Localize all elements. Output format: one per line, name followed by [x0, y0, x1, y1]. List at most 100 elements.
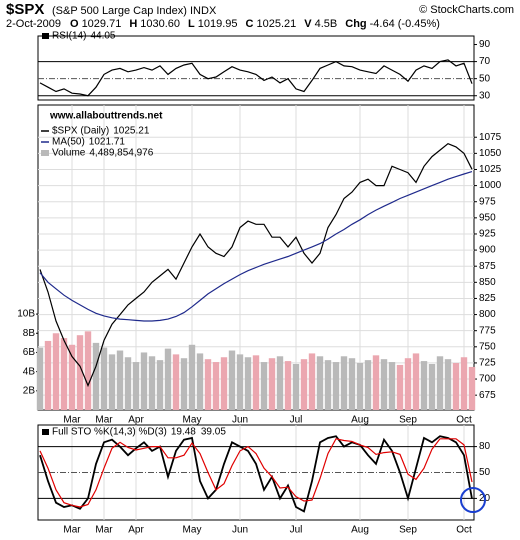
volume-bar [156, 360, 164, 410]
x-tick-label: Oct [456, 525, 472, 536]
panel-frame [37, 35, 475, 101]
x-tick-label: Sep [399, 525, 417, 536]
volume-bar [396, 364, 404, 410]
volume-bar [108, 354, 116, 410]
volume-bar [100, 347, 108, 410]
volume-bar [180, 358, 188, 410]
y-tick-label: 1075 [479, 132, 502, 143]
quote-label: L [188, 18, 195, 30]
y-tick-label: 675 [479, 390, 496, 401]
y-tick-label: 1025 [479, 164, 502, 175]
volume-bar [148, 356, 156, 410]
volume-bar [428, 363, 436, 410]
volume-bar [132, 362, 140, 410]
volume-bar [60, 338, 68, 410]
y-tick-label: 50 [479, 467, 491, 478]
legend-name: Volume [52, 148, 86, 159]
volume-bar [276, 356, 284, 410]
volume-bar [372, 355, 380, 410]
y-tick-label: 975 [479, 196, 496, 207]
volume-bar [436, 356, 444, 410]
volume-bar [164, 348, 172, 410]
annotation: www.allabouttrends.net [49, 111, 163, 122]
y-tick-label: 850 [479, 277, 496, 288]
series-line [39, 59, 473, 97]
volume-bar [52, 333, 60, 410]
y-tick-label: 750 [479, 341, 496, 352]
x-tick-label: Jul [290, 415, 303, 426]
volume-bar [412, 353, 420, 410]
volume-bar [460, 357, 468, 410]
y2-tick-label: 4B [23, 366, 36, 377]
volume-bar [172, 354, 180, 410]
volume-bar [68, 344, 76, 410]
x-tick-label: Mar [95, 525, 113, 536]
x-tick-label: Aug [351, 415, 369, 426]
volume-bar [260, 362, 268, 410]
volume-bar [420, 361, 428, 410]
x-tick-label: Sep [399, 415, 417, 426]
volume-bar [284, 361, 292, 410]
highlight-circle [460, 487, 486, 513]
volume-bar [340, 356, 348, 410]
series-line [39, 171, 473, 322]
quote-label: V [304, 18, 312, 30]
volume-bar [116, 350, 124, 410]
y-tick-label: 925 [479, 229, 496, 240]
y-tick-label: 775 [479, 325, 496, 336]
x-tick-label: Mar [63, 415, 81, 426]
quote-value: 1029.71 [82, 18, 122, 30]
volume-bar [228, 350, 236, 410]
volume-bar [220, 357, 228, 410]
quote-value: -4.64 (-0.45%) [370, 18, 440, 30]
source: © StockCharts.com [419, 4, 514, 16]
legend-swatch [42, 429, 49, 435]
x-tick-label: Mar [63, 525, 81, 536]
volume-bar [204, 359, 212, 410]
volume-bar [324, 360, 332, 410]
panel-frame [37, 424, 475, 521]
y-tick-label: 90 [479, 39, 491, 50]
y2-tick-label: 8B [23, 328, 36, 339]
y-tick-label: 725 [479, 358, 496, 369]
y-tick-label: 900 [479, 245, 496, 256]
legend-value: 44.05 [90, 31, 115, 42]
index-name: (S&P 500 Large Cap Index) INDX [52, 5, 217, 17]
y-tick-label: 50 [479, 73, 491, 84]
y-tick-label: 875 [479, 261, 496, 272]
quote-value: 1025.21 [257, 18, 297, 30]
y-tick-label: 70 [479, 56, 491, 67]
volume-bar [244, 357, 252, 410]
volume-bar [252, 355, 260, 410]
legend-value: 39.05 [201, 427, 226, 438]
legend-swatch [41, 150, 49, 156]
y2-tick-label: 6B [23, 347, 36, 358]
legend-value: 1021.71 [89, 137, 126, 148]
volume-bar [388, 362, 396, 410]
y-tick-label: 1050 [479, 148, 502, 159]
quote-date: 2-Oct-2009 [6, 18, 61, 30]
y2-tick-label: 2B [23, 385, 36, 396]
legend-value: 19.48 [171, 427, 196, 438]
volume-bar [404, 358, 412, 410]
x-tick-label: Jun [232, 415, 248, 426]
x-tick-label: Apr [128, 415, 144, 426]
volume-bar [76, 335, 84, 410]
y-tick-label: 800 [479, 309, 496, 320]
y2-tick-label: 10B [17, 309, 35, 320]
x-tick-label: Mar [95, 415, 113, 426]
volume-bar [124, 357, 132, 410]
volume-bar [380, 359, 388, 410]
volume-bar [236, 354, 244, 410]
y-tick-label: 825 [479, 293, 496, 304]
volume-bar [292, 363, 300, 410]
x-tick-label: Jul [290, 525, 303, 536]
volume-bar [44, 340, 52, 410]
y-tick-label: 700 [479, 374, 496, 385]
legend-name: MA(50) [52, 137, 85, 148]
volume-bar [140, 352, 148, 410]
y-tick-label: 950 [479, 212, 496, 223]
legend-value: 1025.21 [113, 126, 150, 137]
legend-name: RSI(14) [52, 31, 86, 42]
volume-bar [84, 331, 92, 410]
